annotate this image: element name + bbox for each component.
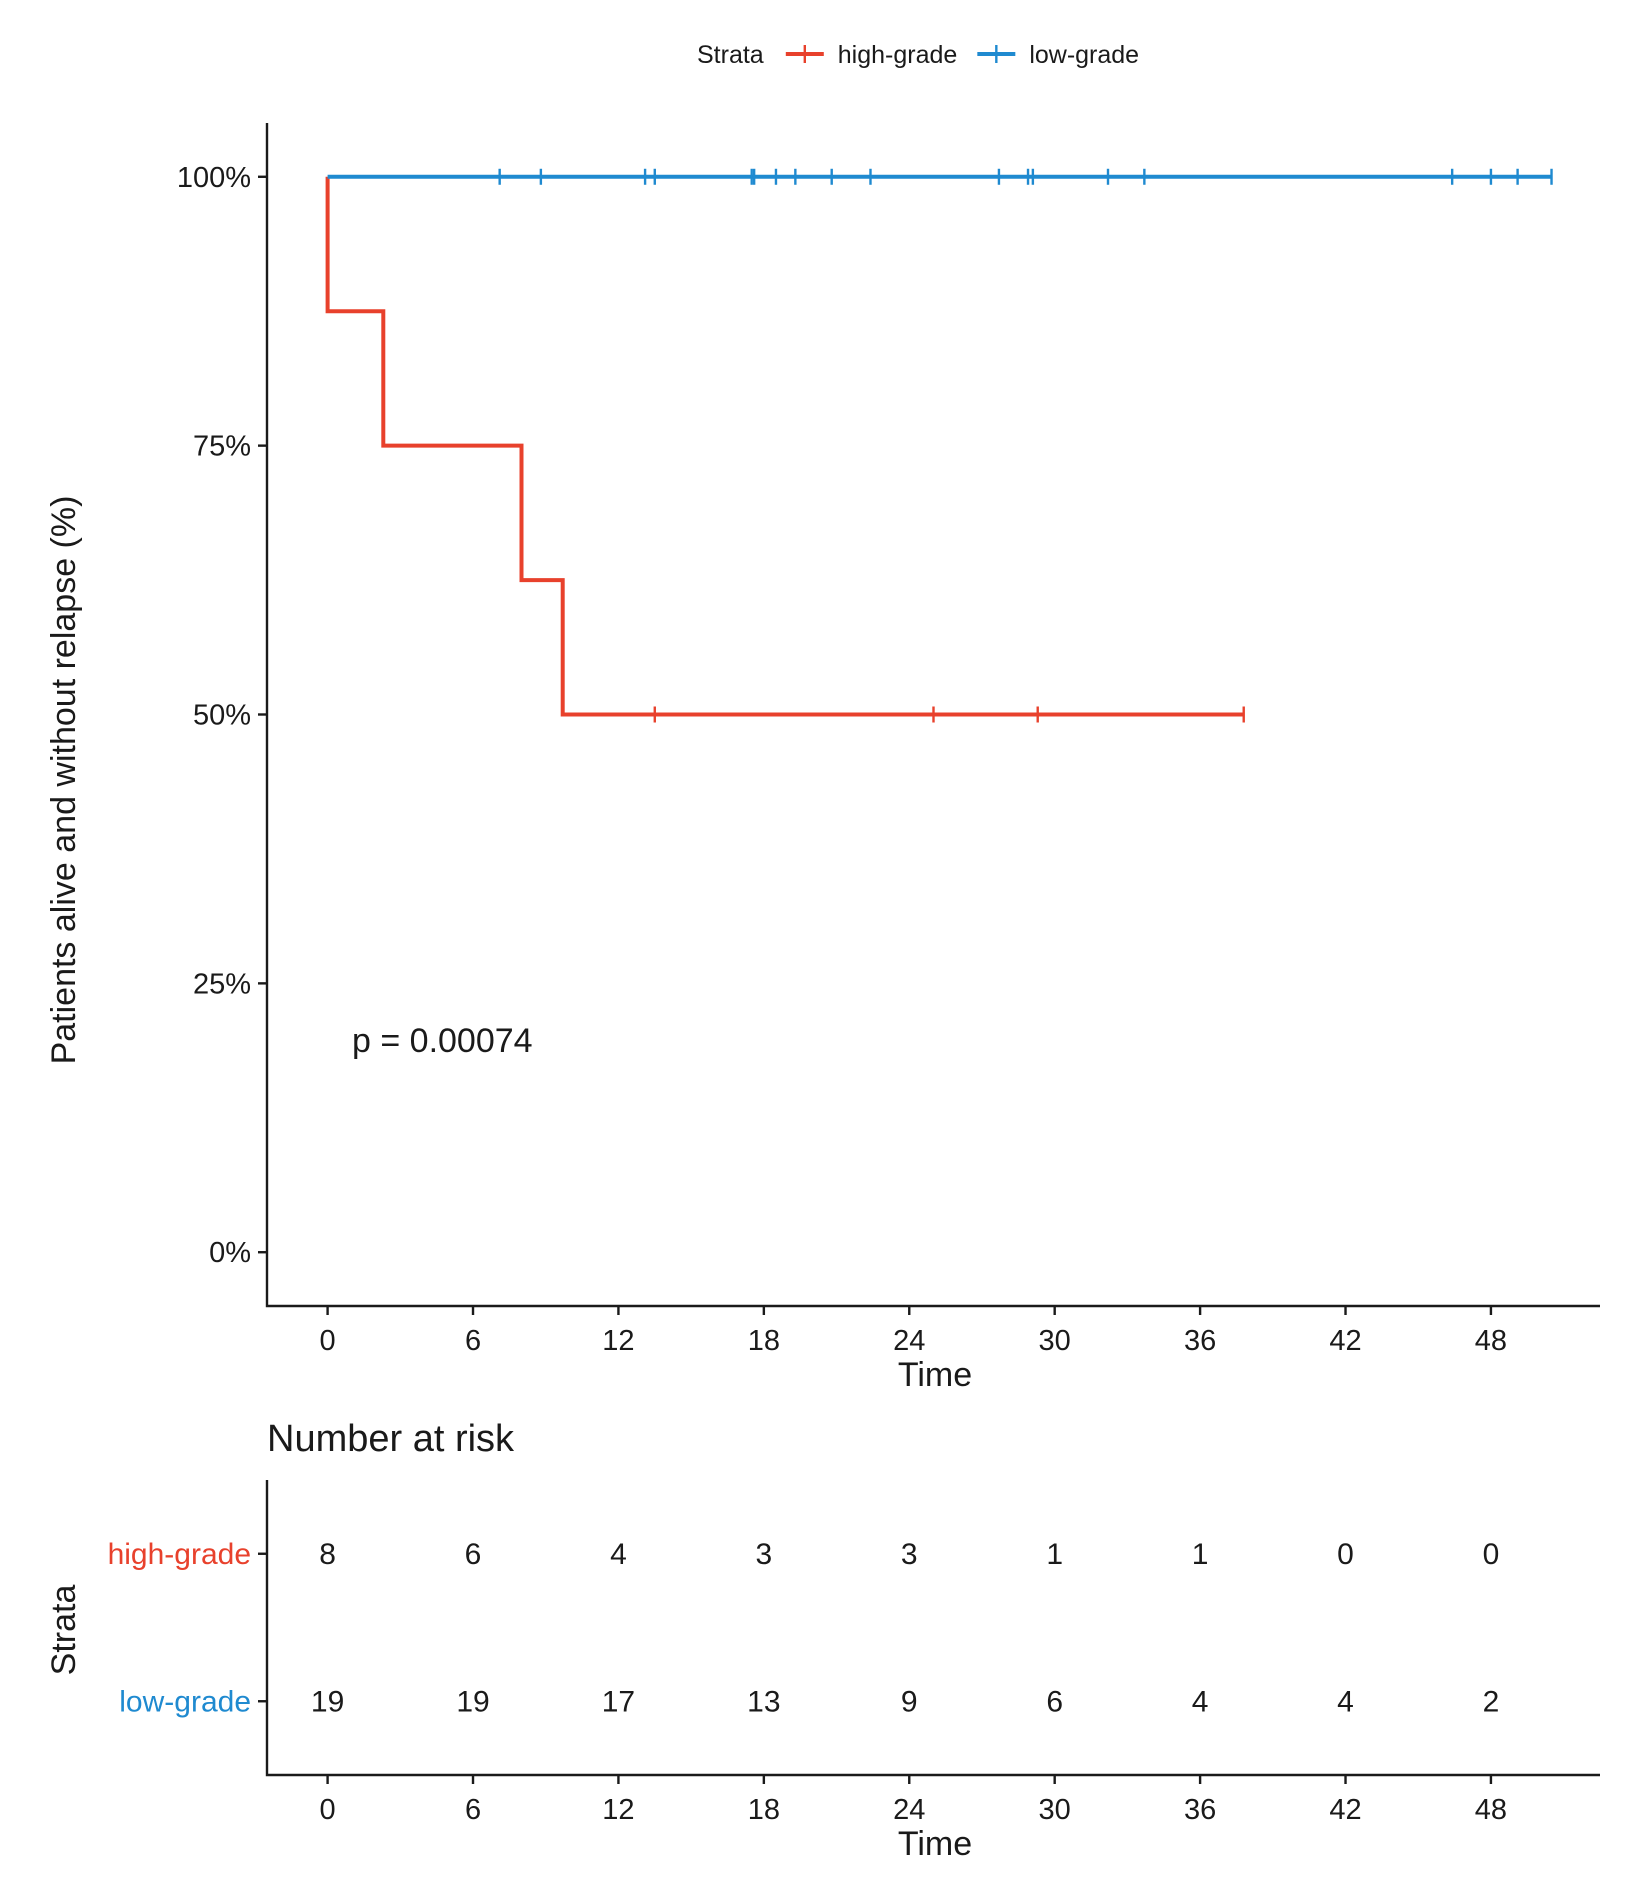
legend: Strata high-grade low-grade	[697, 41, 1139, 69]
x-tick-label: 48	[1475, 1325, 1507, 1357]
risk-x-tick-label: 36	[1184, 1794, 1216, 1826]
legend-entry-low-grade: low-grade	[977, 41, 1139, 69]
x-tick-label: 30	[1039, 1325, 1071, 1357]
y-tick-label: 75%	[193, 431, 251, 463]
risk-value: 19	[311, 1685, 344, 1718]
risk-y-axis-title: Strata	[45, 1585, 83, 1676]
risk-value: 4	[1337, 1685, 1354, 1718]
risk-x-tick-label: 42	[1329, 1794, 1361, 1826]
survival-y-axis-title: Patients alive and without relapse (%)	[45, 496, 83, 1065]
risk-x-tick-label: 24	[893, 1794, 925, 1826]
y-tick-label: 100%	[177, 162, 251, 194]
risk-x-axis-title: Time	[898, 1825, 972, 1863]
x-tick-label: 24	[893, 1325, 925, 1357]
p-value-annotation: p = 0.00074	[352, 1022, 533, 1060]
risk-value: 4	[610, 1538, 627, 1571]
x-tick-label: 12	[602, 1325, 634, 1357]
risk-value: 6	[1046, 1685, 1063, 1718]
risk-value: 3	[756, 1538, 773, 1571]
risk-table-title: Number at risk	[267, 1418, 515, 1460]
risk-table-rows: high-grade 8 6 4 3 3 1 1 0 0 low-grade 19 19 17 13 9 6 4 4…	[108, 1538, 1500, 1719]
x-tick-label: 6	[465, 1325, 481, 1357]
risk-value: 0	[1483, 1538, 1500, 1571]
risk-x-tick-label: 30	[1039, 1794, 1071, 1826]
survival-curves	[325, 168, 1553, 723]
y-tick-label: 25%	[193, 968, 251, 1000]
risk-x-tick-label: 0	[320, 1794, 336, 1826]
risk-value: 19	[456, 1685, 489, 1718]
legend-title: Strata	[697, 41, 764, 69]
risk-x-tick-label: 6	[465, 1794, 481, 1826]
legend-label: high-grade	[838, 41, 958, 69]
risk-value: 17	[602, 1685, 635, 1718]
risk-table-panel: Number at risk 0 6 12 18 24 30 36 42 48 high-gra…	[45, 1418, 1600, 1863]
y-tick-label: 50%	[193, 700, 251, 732]
x-tick-label: 36	[1184, 1325, 1216, 1357]
x-tick-label: 0	[320, 1325, 336, 1357]
risk-value: 9	[901, 1685, 918, 1718]
risk-value: 3	[901, 1538, 918, 1571]
risk-row-label: high-grade	[108, 1538, 251, 1571]
risk-value: 1	[1192, 1538, 1209, 1571]
risk-row-high-grade: high-grade 8 6 4 3 3 1 1 0 0	[108, 1538, 1500, 1571]
risk-value: 0	[1337, 1538, 1354, 1571]
risk-x-tick-label: 48	[1475, 1794, 1507, 1826]
risk-value: 13	[747, 1685, 780, 1718]
curve-high-grade	[325, 176, 1244, 717]
risk-axis-ticks: 0 6 12 18 24 30 36 42 48	[320, 1775, 1507, 1826]
risk-value: 6	[465, 1538, 482, 1571]
y-tick-label: 0%	[209, 1237, 251, 1269]
risk-x-tick-label: 12	[602, 1794, 634, 1826]
risk-x-tick-label: 18	[748, 1794, 780, 1826]
legend-entries: high-grade low-grade	[785, 41, 1139, 69]
legend-entry-high-grade: high-grade	[785, 41, 958, 69]
risk-value: 4	[1192, 1685, 1209, 1718]
x-tick-label: 42	[1329, 1325, 1361, 1357]
risk-value: 2	[1483, 1685, 1500, 1718]
survival-plot-panel: 0% 25% 50% 75% 100% 0 6 12 18 24 30 36 42 48 Patients…	[45, 123, 1600, 1394]
risk-row-label: low-grade	[119, 1685, 251, 1718]
x-tick-label: 18	[748, 1325, 780, 1357]
survival-axes	[265, 123, 1600, 1308]
risk-value: 8	[319, 1538, 336, 1571]
legend-label: low-grade	[1029, 41, 1139, 69]
risk-value: 1	[1046, 1538, 1063, 1571]
risk-axes	[265, 1480, 1600, 1777]
survival-x-axis-title: Time	[898, 1356, 972, 1394]
risk-row-low-grade: low-grade 19 19 17 13 9 6 4 4 2	[119, 1685, 1499, 1718]
survival-axis-ticks: 0% 25% 50% 75% 100% 0 6 12 18 24 30 36 42 48	[177, 162, 1507, 1357]
